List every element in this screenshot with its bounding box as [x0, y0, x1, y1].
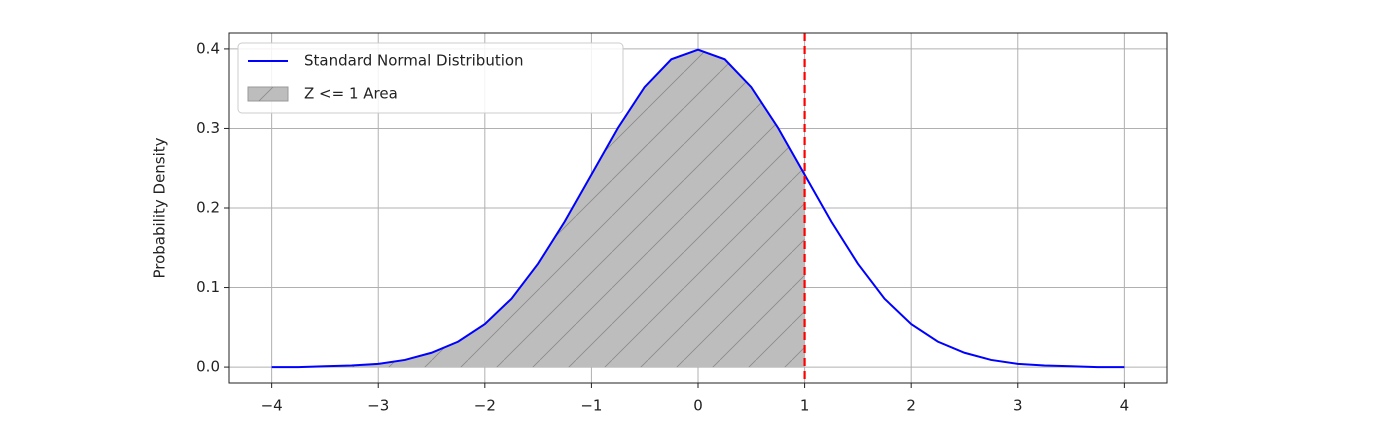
y-tick-label: 0.0	[196, 358, 220, 376]
x-tick-label: −2	[474, 397, 496, 415]
legend-label: Z <= 1 Area	[304, 85, 398, 103]
y-tick-label: 0.3	[196, 119, 220, 137]
x-tick-label: 3	[1013, 397, 1023, 415]
x-tick-label: −3	[367, 397, 389, 415]
y-tick-label: 0.2	[196, 199, 220, 217]
legend-hatch	[248, 87, 288, 101]
y-tick-label: 0.1	[196, 278, 220, 296]
x-tick-label: 4	[1120, 397, 1130, 415]
y-tick-label: 0.4	[196, 39, 220, 57]
x-tick-label: −4	[261, 397, 283, 415]
x-tick-label: 1	[800, 397, 810, 415]
legend-box	[237, 42, 624, 114]
plot-frame	[228, 32, 1168, 384]
x-tick-label: −1	[580, 397, 602, 415]
area-hatch	[271, 49, 805, 368]
x-tick-label: 0	[693, 397, 703, 415]
line	[271, 48, 1125, 369]
y-axis-label: Probability Density	[151, 137, 169, 278]
legend-label: Standard Normal Distribution	[304, 52, 524, 70]
x-tick-label: 2	[906, 397, 916, 415]
